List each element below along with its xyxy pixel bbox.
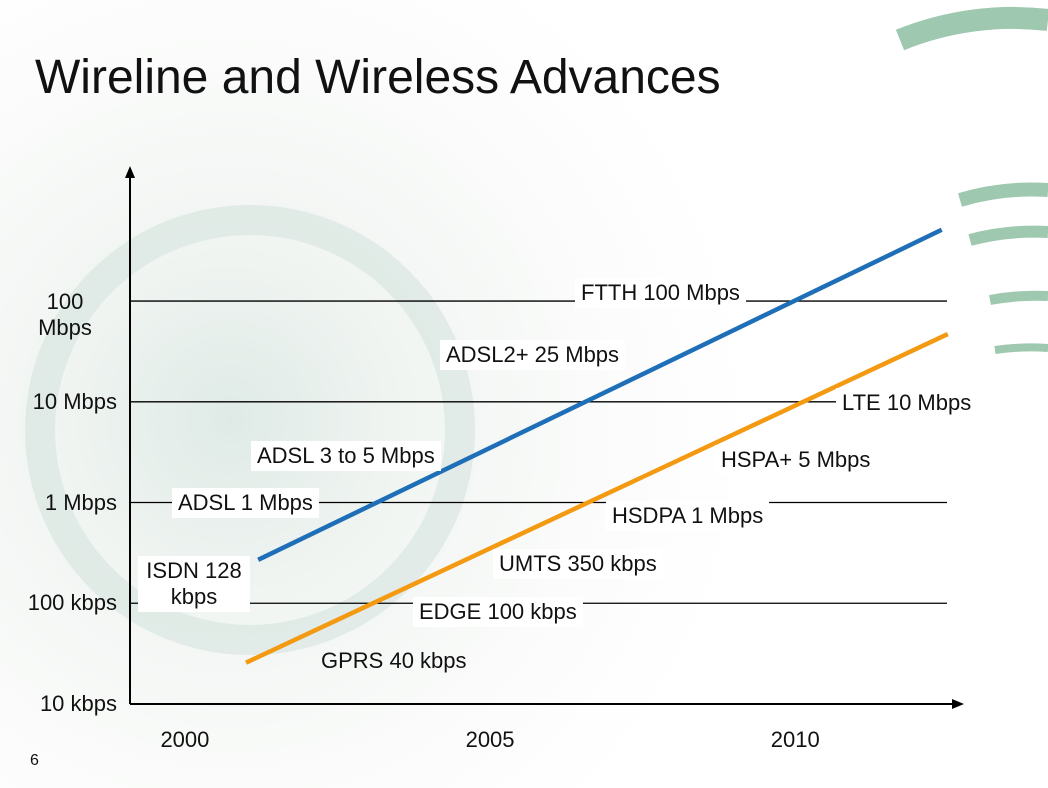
x-tick-label: 2005 bbox=[465, 727, 515, 752]
y-tick-label: 100 kbps bbox=[27, 590, 117, 616]
annotation: ADSL2+ 25 Mbps bbox=[440, 340, 626, 370]
annotation: LTE 10 Mbps bbox=[836, 388, 978, 418]
y-tick-label: 10 kbps bbox=[39, 691, 117, 716]
x-tick-label: 2010 bbox=[770, 727, 820, 752]
slide-number: 6 bbox=[30, 752, 39, 769]
annotation: ADSL 1 Mbps bbox=[172, 488, 319, 518]
y-tick-label: 10 Mbps bbox=[32, 388, 117, 414]
annotation: HSDPA 1 Mbps bbox=[606, 501, 770, 531]
x-tick-label: 2000 bbox=[160, 727, 210, 752]
slide-title: Wireline and Wireless Advances bbox=[35, 51, 721, 104]
annotation: EDGE 100 kbps bbox=[413, 597, 583, 627]
annotation: GPRS 40 kbps bbox=[321, 648, 467, 673]
annotation: ISDN 128 kbps bbox=[138, 556, 250, 612]
y-tick-label: 100 Mbps bbox=[38, 289, 92, 341]
annotation: FTTH 100 Mbps bbox=[575, 278, 746, 308]
annotation: HSPA+ 5 Mbps bbox=[715, 445, 877, 475]
annotation: ADSL 3 to 5 Mbps bbox=[251, 441, 441, 471]
series-line bbox=[257, 227, 943, 562]
decoration bbox=[25, 7, 1048, 655]
axes bbox=[125, 166, 964, 709]
series-line bbox=[245, 332, 949, 665]
annotation: UMTS 350 kbps bbox=[493, 549, 663, 579]
y-tick-label: 1 Mbps bbox=[44, 489, 117, 515]
